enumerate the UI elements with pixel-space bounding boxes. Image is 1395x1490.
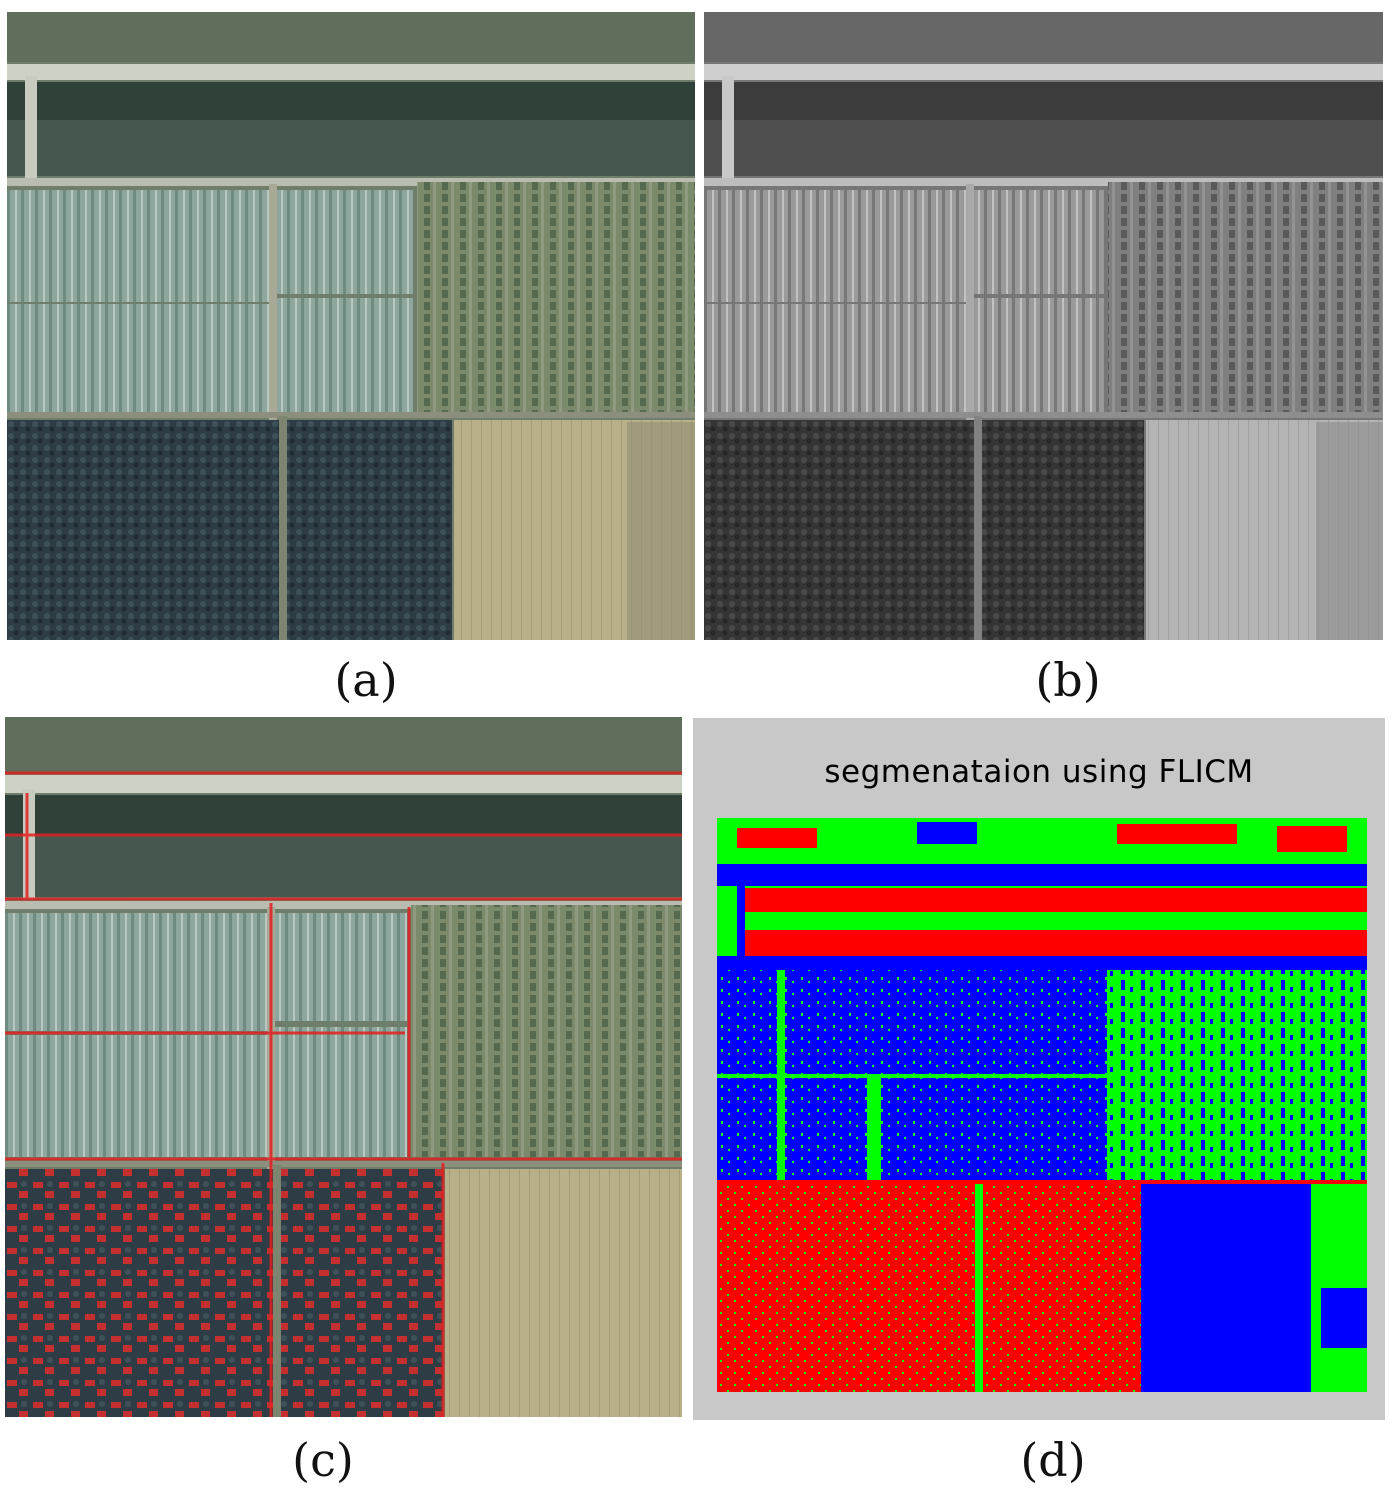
segmentation-title: segmenataion using FLICM: [824, 754, 1254, 790]
aerial-image-color: [7, 12, 695, 640]
caption-a: (a): [334, 653, 398, 707]
aerial-image-edge-overlay: [5, 717, 682, 1417]
caption-c: (c): [292, 1433, 354, 1487]
caption-b: (b): [1035, 653, 1101, 707]
segmentation-map: [717, 818, 1367, 1392]
aerial-image-grayscale: [704, 12, 1383, 640]
caption-d: (d): [1020, 1433, 1086, 1487]
segmentation-result-panel: segmenataion using FLICM: [693, 718, 1385, 1420]
